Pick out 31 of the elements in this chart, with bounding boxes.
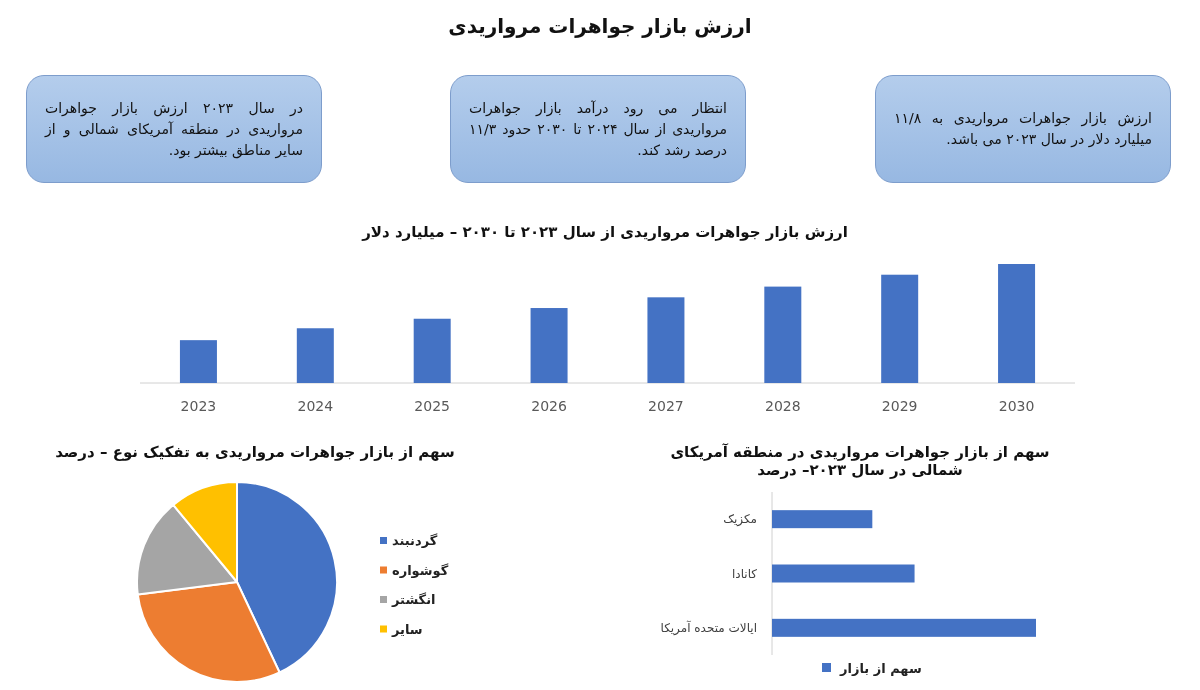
x-tick-label: 2025 [414, 398, 451, 414]
y-tick-label: مکزیک [723, 512, 757, 528]
x-tick-label: 2026 [531, 398, 567, 414]
x-tick-label: 2029 [881, 398, 918, 414]
legend-label: گوشواره [392, 562, 449, 578]
legend-label: گردنبند [392, 533, 438, 548]
legend-label: سهم از بازار [839, 661, 922, 676]
text: در سال ۲۰۲۳ ارزش بازار جواهرات مرواریدی در منطقه آمریکای شمالی و از سایر مناطق بیشتر بود. [26, 75, 322, 183]
bar [179, 340, 217, 383]
chart-title: سهم از بازار جواهرات مرواریدی در منطقه آمریکای شمالی در سال ۲۰۲۳– درصد [669, 443, 1051, 479]
y-tick-label: کانادا [731, 566, 758, 581]
x-tick-label: 2023 [180, 398, 217, 414]
legend-label: انگشتر [391, 592, 436, 607]
legend-label: سایر [391, 621, 423, 637]
bar [647, 297, 685, 383]
text: ارزش بازار جواهرات مرواریدی به ۱۱/۸ میلیارد دلار در سال ۲۰۲۳ می باشد. [875, 75, 1171, 183]
x-tick-label: 2028 [764, 398, 801, 414]
bar [881, 274, 919, 383]
x-tick-label: 2030 [998, 398, 1035, 414]
bar [998, 264, 1036, 383]
bar [530, 308, 568, 383]
text: ارزش بازار جواهرات مرواریدی [447, 14, 753, 38]
chart-title: ارزش بازار جواهرات مرواریدی از سال ۲۰۲۳ تا ۲۰۳۰ – میلیارد دلار [360, 223, 849, 241]
x-tick-label: 2027 [648, 398, 684, 414]
bar [413, 318, 451, 383]
text: انتظار می رود درآمد بازار جواهرات مرواریدی از سال ۲۰۲۴ تا ۲۰۳۰ حدود ۱۱/۳ درصد رشد کند. [450, 75, 746, 183]
y-tick-label: ایالات متحده آمریکا [660, 619, 757, 636]
x-tick-label: 2024 [297, 398, 334, 414]
bar [296, 328, 334, 383]
chart-title: سهم از بازار جواهرات مرواریدی به تفکیک نوع – درصد [54, 443, 456, 461]
bar [764, 286, 802, 383]
